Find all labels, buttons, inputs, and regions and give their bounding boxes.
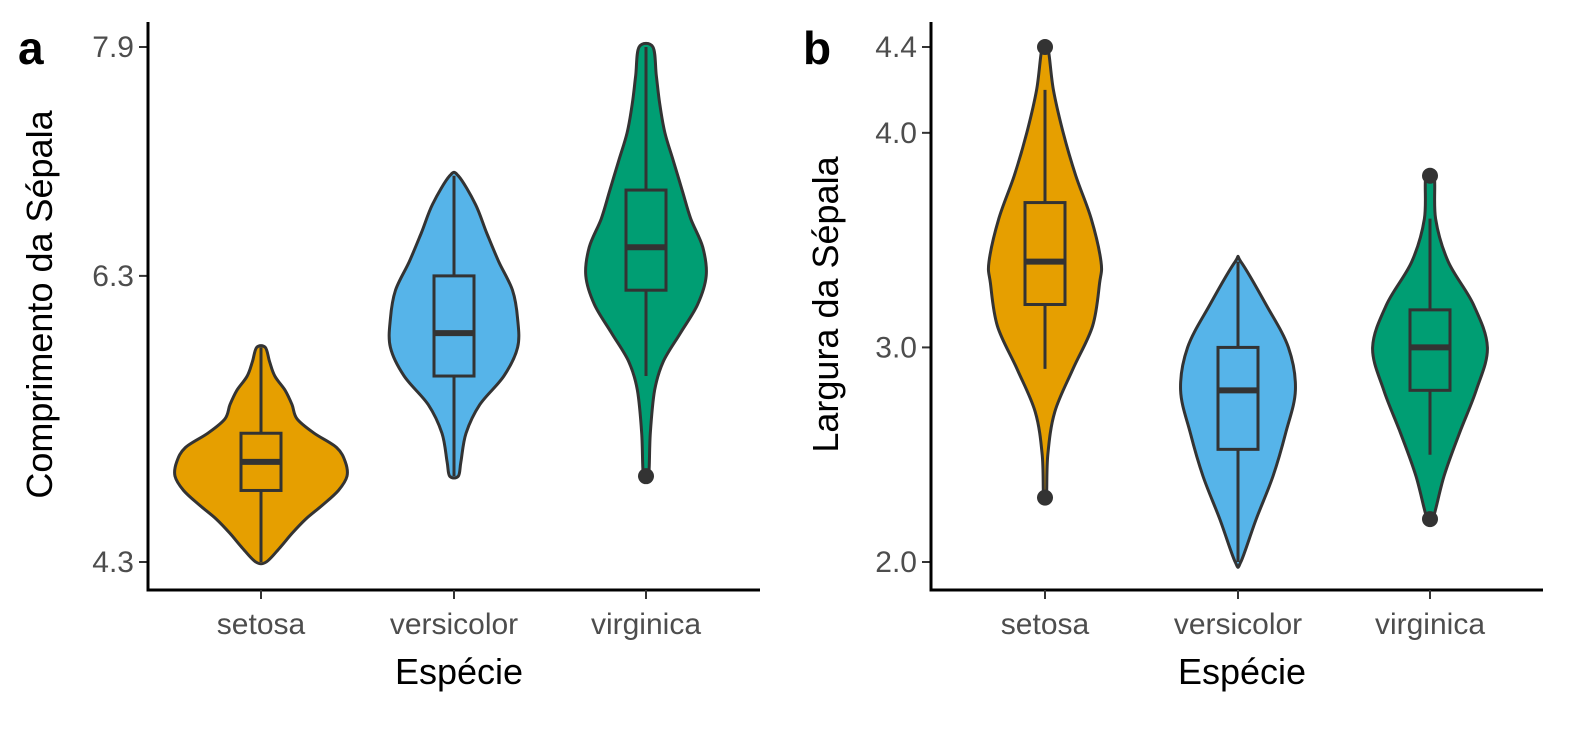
- y-tick-label: 6.3: [92, 260, 134, 293]
- outlier-point: [638, 468, 654, 485]
- x-tick-label: versicolor: [1174, 608, 1302, 641]
- y-tick-label: 2.0: [875, 546, 917, 579]
- outlier-point: [1037, 489, 1053, 506]
- y-tick-label: 4.0: [875, 117, 917, 150]
- y-tick-label: 3.0: [875, 331, 917, 364]
- x-tick-label: virginica: [591, 608, 701, 641]
- x-tick-label: setosa: [1001, 608, 1090, 641]
- series-virginica: [1371, 167, 1489, 528]
- y-axis-title: Largura da Sépala: [805, 155, 846, 452]
- y-tick-label: 4.4: [875, 31, 917, 64]
- panel-label: b: [803, 22, 831, 74]
- box-iqr: [432, 274, 476, 378]
- series-setosa: [173, 344, 349, 566]
- y-tick-label: 7.9: [92, 31, 134, 64]
- series-versicolor: [387, 170, 521, 480]
- x-tick-label: virginica: [1375, 608, 1485, 641]
- panel-b: 2.0 3.0 4.0 4.4 setosa versicolor virginica Esp…: [803, 22, 1543, 692]
- box-iqr: [1023, 201, 1067, 307]
- y-tick-label: 4.3: [92, 546, 134, 579]
- outlier-point: [1037, 39, 1053, 55]
- panel-label: a: [18, 22, 44, 74]
- x-tick-label: versicolor: [390, 608, 518, 641]
- outlier-point: [1422, 511, 1438, 528]
- x-tick-label: setosa: [217, 608, 306, 641]
- series-versicolor: [1179, 254, 1297, 569]
- panel-a: 4.3 6.3 7.9 setosa versicolor virginica Espéci…: [18, 22, 760, 692]
- outlier-point: [1422, 167, 1438, 184]
- y-axis-title: Comprimento da Sépala: [19, 109, 60, 498]
- x-axis-title: Espécie: [395, 651, 523, 692]
- series-setosa: [986, 39, 1104, 506]
- box-iqr: [624, 188, 668, 292]
- x-axis-title: Espécie: [1178, 651, 1306, 692]
- series-virginica: [584, 41, 708, 485]
- box-iqr: [1216, 345, 1260, 451]
